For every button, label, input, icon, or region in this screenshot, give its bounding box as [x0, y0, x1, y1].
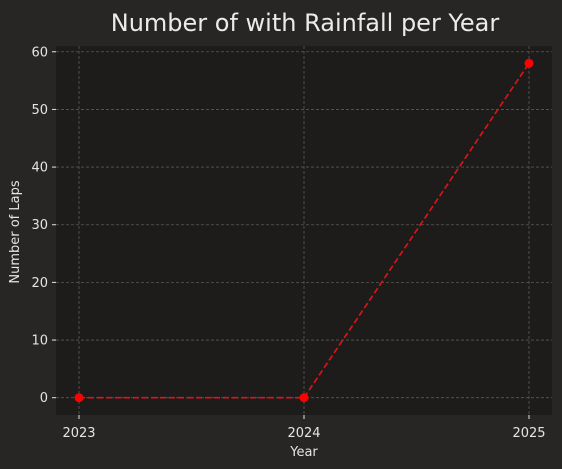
y-tick-label: 20	[31, 276, 48, 291]
y-tick-label: 30	[31, 218, 48, 233]
chart-title: Number of with Rainfall per Year	[111, 9, 500, 37]
x-tick-label: 2025	[512, 426, 545, 441]
x-tick-label: 2023	[62, 426, 95, 441]
y-tick-label: 60	[31, 45, 48, 60]
x-grid	[78, 46, 530, 415]
y-axis-label: Number of Laps	[8, 180, 23, 283]
x-axis-ticks: 2023 2024 2025	[62, 415, 546, 441]
series-layer	[74, 58, 534, 403]
y-tick-label: 10	[31, 334, 48, 349]
x-axis-label: Year	[289, 445, 318, 460]
data-point	[299, 393, 309, 403]
data-point	[74, 393, 84, 403]
series-segment	[303, 62, 530, 399]
y-tick-label: 50	[31, 103, 48, 118]
data-point	[524, 58, 534, 68]
y-tick-label: 0	[40, 391, 48, 406]
y-axis-ticks: 0 10 20 30 40 50 60	[31, 45, 56, 406]
x-tick-label: 2024	[287, 426, 320, 441]
y-tick-label: 40	[31, 161, 48, 176]
